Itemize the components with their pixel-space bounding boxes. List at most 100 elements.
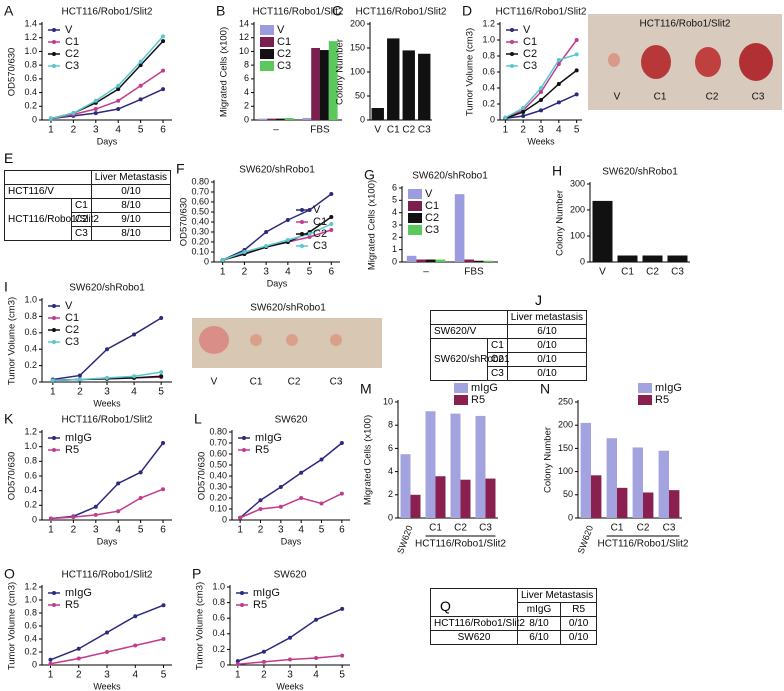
y-tick-label: 50 xyxy=(355,90,365,100)
legend-marker xyxy=(510,28,514,32)
point xyxy=(76,656,81,661)
x-axis-label: Days xyxy=(97,136,118,146)
table-cell: SW620/shRobo1 xyxy=(430,338,510,381)
legend-label: R5 xyxy=(655,394,669,406)
x-tick-label: C1 xyxy=(429,523,442,534)
legend-label: C1 xyxy=(65,312,79,324)
y-tick-label: 100 xyxy=(558,466,573,476)
x-axis-label: Weeks xyxy=(276,681,304,691)
y-tick-label: 1.0 xyxy=(24,594,37,604)
x-axis-label: Days xyxy=(97,536,118,546)
point xyxy=(93,107,98,112)
bar xyxy=(276,118,285,120)
legend-marker xyxy=(510,40,514,44)
legend-marker xyxy=(52,40,56,44)
point xyxy=(138,59,143,64)
point xyxy=(235,662,240,667)
x-tick-label: V xyxy=(599,267,606,278)
table-cell: SW620/V xyxy=(430,324,508,339)
x-tick-label: 2 xyxy=(76,670,82,681)
legend-label: mIgG xyxy=(253,587,280,599)
y-tick-label: 0.4 xyxy=(24,344,37,354)
legend-swatch xyxy=(260,37,274,47)
x-tick-label: 1 xyxy=(48,525,54,536)
point xyxy=(307,208,312,212)
y-tick-label: 0.6 xyxy=(24,470,37,480)
y-tick-label: 1.2 xyxy=(24,426,37,436)
y-tick-label: 0.70 xyxy=(191,186,209,196)
legend-label: C3 xyxy=(277,60,291,72)
point xyxy=(93,512,98,517)
legend-label: V xyxy=(277,24,285,36)
table-header: R5 xyxy=(560,602,598,617)
legend-marker xyxy=(510,64,514,68)
x-tick-label: 3 xyxy=(287,670,293,681)
bar xyxy=(400,454,411,518)
point xyxy=(77,373,82,378)
x-axis-label: Days xyxy=(267,278,288,288)
y-tick-label: 0.80 xyxy=(191,176,209,186)
y-tick-label: 50 xyxy=(563,489,573,499)
x-tick-label: 1 xyxy=(48,670,54,681)
y-tick-label: 4 xyxy=(388,466,393,476)
table-cell: C1 xyxy=(71,198,92,213)
table-row: SW620/V 6/10 xyxy=(430,324,588,339)
chart-title: SW620/shRobo1 xyxy=(602,167,678,178)
bar xyxy=(425,411,436,518)
table-cell: HCT116/Robo1/Slit2 xyxy=(430,616,525,631)
x-tick-label: FBS xyxy=(464,267,484,278)
table-row: Liver Metastasis xyxy=(4,170,172,185)
y-axis-label: Migrated Cells (x100) xyxy=(367,180,378,270)
y-tick-label: 0.40 xyxy=(209,470,227,480)
tumor xyxy=(199,326,229,354)
y-tick-label: 0.20 xyxy=(209,492,227,502)
x-tick-label: 1 xyxy=(50,387,56,398)
y-tick-label: 0.2 xyxy=(24,360,37,370)
bar xyxy=(284,117,294,120)
point xyxy=(105,630,109,635)
legend-marker xyxy=(52,603,56,607)
table-cell: 6/10 xyxy=(506,324,588,339)
point xyxy=(285,218,290,222)
point xyxy=(574,92,579,97)
bar xyxy=(302,117,312,120)
point xyxy=(258,498,263,503)
panel-letter: G xyxy=(364,167,375,183)
point xyxy=(161,603,166,608)
photo-label: V xyxy=(614,92,621,103)
y-tick-label: 1.0 xyxy=(24,294,37,304)
table-cell xyxy=(430,310,508,325)
point xyxy=(235,659,240,664)
y-tick-label: 200 xyxy=(350,18,365,28)
x-tick-label: C3 xyxy=(418,125,431,136)
x-tick-label: 3 xyxy=(93,525,99,536)
y-tick-label: 0 xyxy=(360,114,365,124)
point xyxy=(116,509,121,514)
table-row: SW620/shRobo1 C1 0/10 xyxy=(430,338,588,381)
photo-label: C2 xyxy=(288,377,301,388)
point xyxy=(340,653,345,658)
point xyxy=(48,516,53,521)
y-tick-label: 0 xyxy=(490,114,495,124)
table-cell: 0/10 xyxy=(506,338,588,353)
legend-label: R5 xyxy=(65,444,79,456)
legend-marker xyxy=(52,340,56,344)
line xyxy=(222,216,332,261)
legend-label: mIgG xyxy=(471,382,498,394)
x-tick-label: 4 xyxy=(131,387,137,398)
y-tick-label: 100 xyxy=(570,230,585,240)
panel-letter: H xyxy=(552,163,562,179)
x-tick-label: 1 xyxy=(220,267,226,278)
point xyxy=(556,58,561,62)
point xyxy=(161,637,166,641)
x-tick-label: 3 xyxy=(278,525,284,536)
y-tick-label: 0.2 xyxy=(482,98,495,108)
legend-swatch xyxy=(408,213,422,223)
y-axis-label: Colony Number xyxy=(555,190,566,256)
point xyxy=(264,244,269,248)
x-tick-label: 6 xyxy=(160,525,166,536)
legend-label: C1 xyxy=(313,216,327,228)
y-tick-label: 0.4 xyxy=(24,633,37,643)
legend-label: mIgG xyxy=(255,432,282,444)
point xyxy=(132,374,137,379)
